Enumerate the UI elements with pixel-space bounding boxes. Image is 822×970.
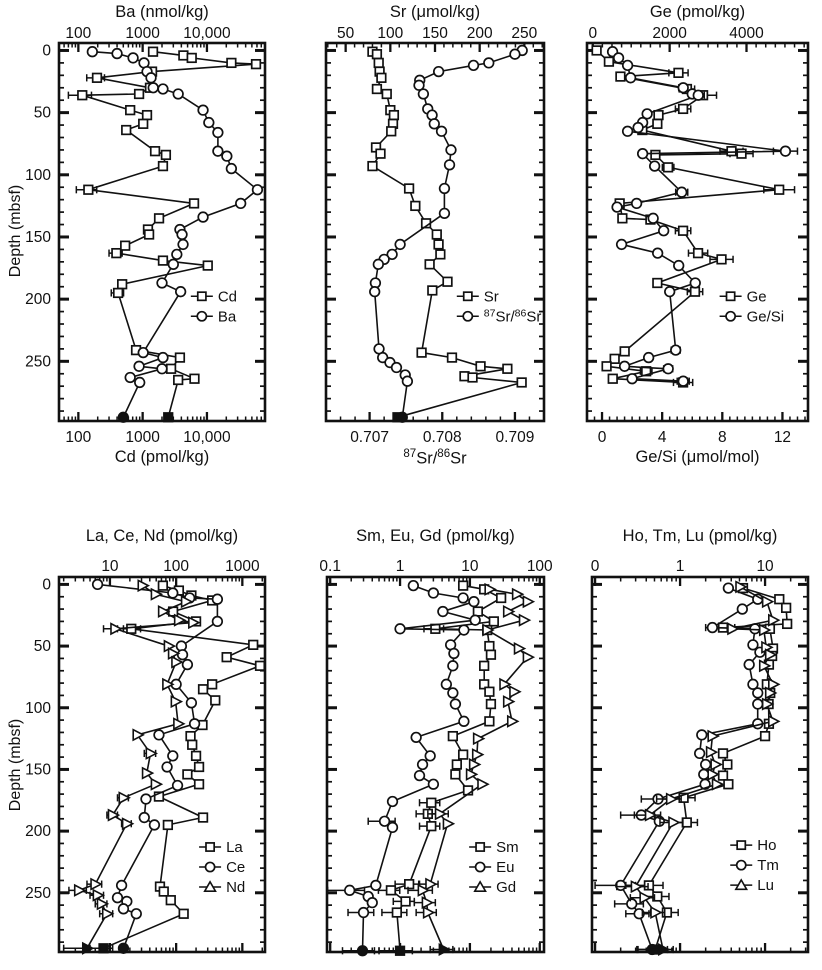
svg-text:50: 50 [337,25,355,42]
top-axis-title-ba: Ba (nmol/kg) [115,3,209,21]
panel-2: 0 2000 4000 0 4 8 12 Ge Ge/Si [585,25,810,446]
svg-text:100: 100 [65,25,91,42]
svg-text:12: 12 [774,429,791,446]
superscript: 86 [437,448,451,460]
svg-text:50: 50 [34,105,52,122]
svg-text:200: 200 [25,823,51,840]
svg-text:250: 250 [511,25,537,42]
svg-text:100: 100 [377,25,403,42]
svg-text:Eu: Eu [496,859,514,876]
svg-text:Ge/Si: Ge/Si [747,308,785,325]
svg-text:100: 100 [65,429,91,446]
svg-text:Gd: Gd [496,879,516,896]
panel-3: 10 100 1000 0 50 100 150 200 250 La Ce Nd [25,558,267,955]
svg-text:100: 100 [25,167,51,184]
svg-text:Ce: Ce [226,859,245,876]
svg-text:0: 0 [42,42,51,59]
svg-text:10,000: 10,000 [183,429,231,446]
svg-text:200: 200 [467,25,493,42]
panel-5: 0 1 10 Ho Tm Lu [590,558,810,957]
svg-text:0: 0 [42,576,51,593]
svg-text:0.707: 0.707 [350,429,389,446]
svg-text:1: 1 [676,558,685,575]
panel-0: 100 1000 10,000 100 1000 10,000 0 50 100 150 200 25… [25,25,267,446]
svg-text:0.709: 0.709 [496,429,535,446]
svg-text:150: 150 [422,25,448,42]
svg-text:Sm: Sm [496,839,519,856]
svg-text:0: 0 [588,25,597,42]
svg-text:87Sr/86Sr: 87Sr/86Sr [484,307,542,325]
svg-text:100: 100 [527,558,553,575]
svg-text:Sr: Sr [484,288,499,305]
top-axis-title-ge: Ge (pmol/kg) [649,3,746,21]
svg-text:1000: 1000 [125,429,160,446]
top-axis-title-sr: Sr (μmol/kg) [389,3,481,21]
svg-text:Nd: Nd [226,879,245,896]
svg-text:50: 50 [34,638,52,655]
svg-text:1000: 1000 [125,25,160,42]
svg-text:La: La [226,839,243,856]
top-axis-title-sm-eu-gd: Sm, Eu, Gd (pmol/kg) [356,527,515,545]
svg-text:2000: 2000 [652,25,687,42]
svg-text:10,000: 10,000 [183,25,231,42]
svg-text:10: 10 [101,558,119,575]
svg-text:1000: 1000 [225,558,260,575]
svg-text:150: 150 [25,761,51,778]
svg-text:250: 250 [25,885,51,902]
svg-text:0.1: 0.1 [319,558,341,575]
svg-text:10: 10 [756,558,774,575]
top-axis-title-ho-tm-lu: Ho, Tm, Lu (pmol/kg) [622,527,778,545]
svg-text:0: 0 [591,558,600,575]
svg-text:Tm: Tm [757,857,779,874]
svg-text:4: 4 [658,429,667,446]
top-axis-title-la-ce-nd: La, Ce, Nd (pmol/kg) [85,527,239,545]
panel-4: 0.1 1 10 100 Sm Eu Gd [319,558,553,957]
svg-text:0.708: 0.708 [423,429,462,446]
bottom-axis-title-cd: Cd (pmol/kg) [114,448,210,466]
superscript: 87 [403,448,417,460]
svg-text:0: 0 [598,429,607,446]
bottom-axis-title-sr-ratio: 87Sr/86Sr [403,448,467,468]
svg-text:Ge: Ge [747,288,767,305]
svg-text:150: 150 [25,229,51,246]
svg-text:10: 10 [461,558,479,575]
svg-text:4000: 4000 [729,25,764,42]
svg-text:Ba: Ba [218,308,237,325]
svg-text:Ho: Ho [757,837,776,854]
svg-text:100: 100 [25,700,51,717]
panel-1: 50 100 150 200 250 0.707 0.708 0.709 Sr 87Sr/86Sr [324,25,546,446]
bottom-axis-title-gesi: Ge/Si (μmol/mol) [635,448,760,466]
svg-text:1: 1 [396,558,405,575]
svg-text:100: 100 [163,558,189,575]
svg-text:200: 200 [25,291,51,308]
svg-text:Lu: Lu [757,877,774,894]
svg-text:250: 250 [25,353,51,370]
svg-text:Cd: Cd [218,288,237,305]
svg-text:8: 8 [718,429,727,446]
